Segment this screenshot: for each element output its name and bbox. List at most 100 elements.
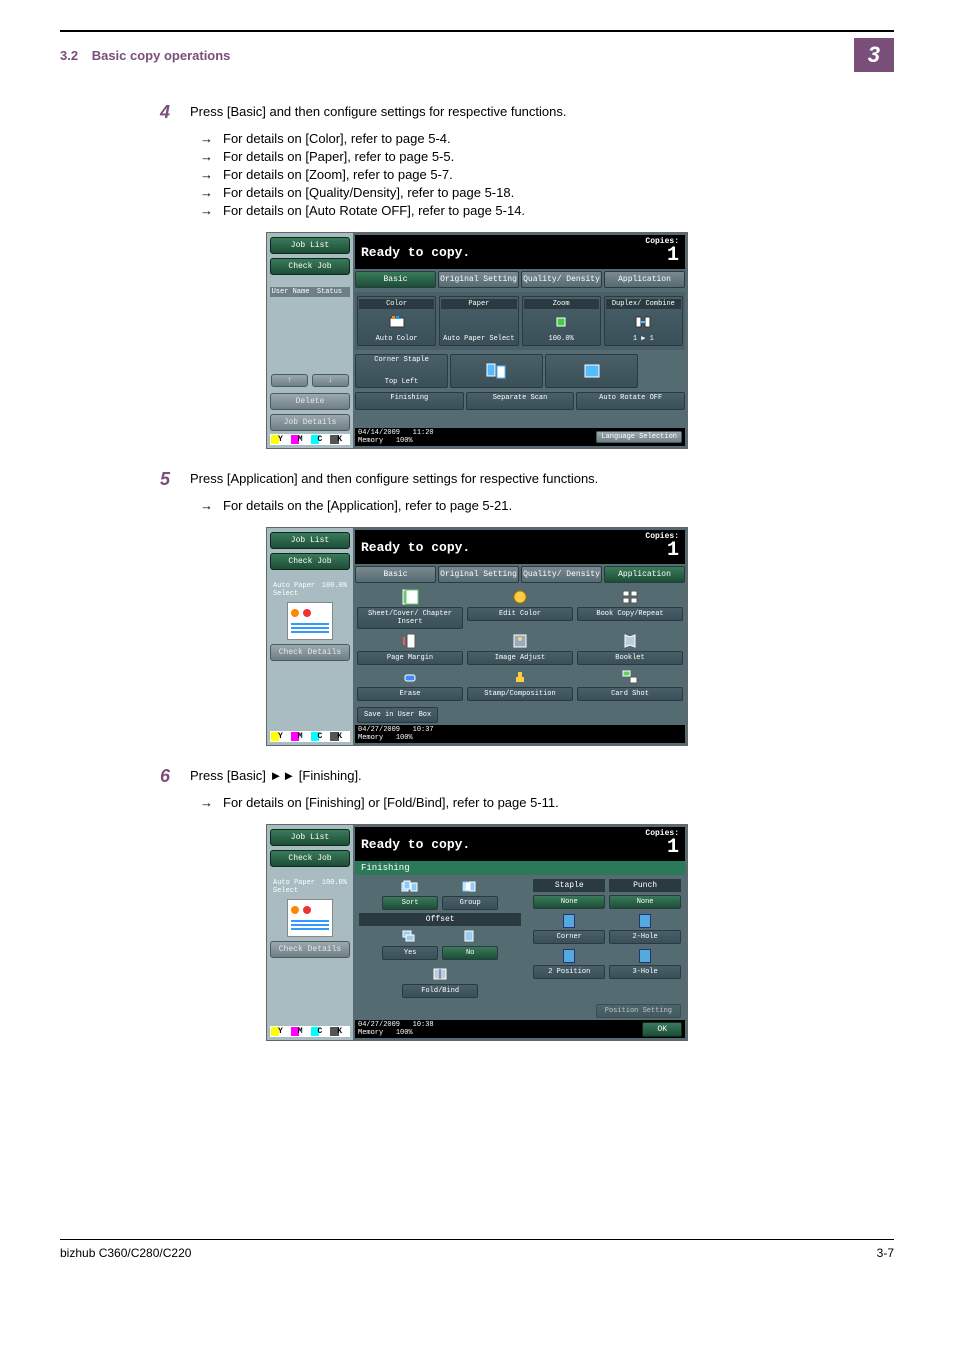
section-title: Basic copy operations xyxy=(92,48,231,63)
staple-header: Staple xyxy=(533,879,605,892)
check-details-button[interactable]: Check Details xyxy=(270,644,350,661)
auto-rotate-button[interactable]: Auto Rotate OFF xyxy=(576,392,685,410)
check-details-button[interactable]: Check Details xyxy=(270,941,350,958)
staple-corner-icon xyxy=(563,914,575,928)
separate-scan-button[interactable]: Separate Scan xyxy=(466,392,575,410)
tab-application[interactable]: Application xyxy=(604,271,685,288)
corner-staple-card[interactable]: Corner Staple Top Left xyxy=(355,354,448,388)
punch-3hole-button[interactable]: 3-Hole xyxy=(609,965,681,979)
punch-header: Punch xyxy=(609,879,681,892)
scroll-up-button[interactable]: ↑ xyxy=(271,374,308,387)
tab-basic[interactable]: Basic xyxy=(355,566,436,583)
save-in-user-box-button[interactable]: Save in User Box xyxy=(357,707,438,723)
toner-y: Y xyxy=(278,435,283,444)
sheet-cover-button[interactable]: Sheet/Cover/ Chapter Insert xyxy=(357,589,463,629)
footer-page: 3-7 xyxy=(877,1246,894,1260)
status-date: 04/27/2009 xyxy=(358,1021,400,1029)
check-job-button[interactable]: Check Job xyxy=(270,258,350,275)
erase-button[interactable]: Erase xyxy=(357,669,463,701)
erase-label: Erase xyxy=(357,687,463,701)
check-job-button[interactable]: Check Job xyxy=(270,850,350,867)
position-setting-button[interactable]: Position Setting xyxy=(596,1004,681,1018)
corner-staple-top: Corner Staple xyxy=(374,356,429,364)
margin-icon xyxy=(401,633,419,649)
toner-levels: Y M C K xyxy=(270,731,350,742)
sheet-label: Sheet/Cover/ Chapter Insert xyxy=(357,607,463,629)
color-card[interactable]: Color Auto Color xyxy=(357,296,436,346)
margin-label: Page Margin xyxy=(357,651,463,665)
tab-basic[interactable]: Basic xyxy=(355,271,436,288)
sort-icon xyxy=(401,879,419,893)
duplex-card[interactable]: Duplex/ Combine 1 ▶ 1 xyxy=(604,296,683,346)
tab-original-setting[interactable]: Original Setting xyxy=(438,271,519,288)
booklet-button[interactable]: Booklet xyxy=(577,633,683,665)
mini-doc-icon xyxy=(287,899,333,937)
copies-count: 1 xyxy=(645,838,679,858)
punch-none-button[interactable]: None xyxy=(609,895,681,909)
status-time: 10:37 xyxy=(413,726,434,734)
section-number: 3.2 xyxy=(60,48,78,63)
status-memory: Memory xyxy=(358,437,383,445)
status-date: 04/27/2009 xyxy=(358,726,400,734)
toner-k: K xyxy=(337,1027,342,1036)
user-name-label: User Name xyxy=(271,288,310,296)
stamp-button[interactable]: Stamp/Composition xyxy=(467,669,573,701)
image-adjust-button[interactable]: Image Adjust xyxy=(467,633,573,665)
arrow-icon: → xyxy=(200,149,213,164)
arrow-icon: → xyxy=(200,167,213,182)
step-5-bullets: →For details on the [Application], refer… xyxy=(200,498,894,513)
card-shot-button[interactable]: Card Shot xyxy=(577,669,683,701)
punch-2hole-button[interactable]: 2-Hole xyxy=(609,930,681,944)
fold-bind-button[interactable]: Fold/Bind xyxy=(402,984,478,998)
job-list-button[interactable]: Job List xyxy=(270,532,350,549)
staple-corner-button[interactable]: Corner xyxy=(533,930,605,944)
auto-paper-info: Auto Paper Select 100.0% xyxy=(271,879,349,895)
scroll-down-button[interactable]: ↓ xyxy=(312,374,349,387)
book-copy-button[interactable]: Book Copy/Repeat xyxy=(577,589,683,629)
card-shot-label: Card Shot xyxy=(577,687,683,701)
delete-button[interactable]: Delete xyxy=(270,393,350,410)
page-margin-button[interactable]: Page Margin xyxy=(357,633,463,665)
offset-yes-icon xyxy=(401,929,419,943)
tab-quality-density[interactable]: Quality/ Density xyxy=(521,271,602,288)
toner-c: C xyxy=(317,435,322,444)
offset-no-button[interactable]: No xyxy=(442,946,498,960)
page-header: 3.2 Basic copy operations 3 xyxy=(60,30,894,72)
sort-button[interactable]: Sort xyxy=(382,896,438,910)
toner-y: Y xyxy=(278,1027,283,1036)
group-button[interactable]: Group xyxy=(442,896,498,910)
toner-y: Y xyxy=(278,732,283,741)
job-list-button[interactable]: Job List xyxy=(270,829,350,846)
color-icon xyxy=(389,315,405,329)
corner-staple-bot: Top Left xyxy=(385,378,419,386)
tab-original-setting[interactable]: Original Setting xyxy=(438,566,519,583)
auto-paper-info: Auto Paper Select 100.0% xyxy=(271,582,349,598)
image-adjust-label: Image Adjust xyxy=(467,651,573,665)
status-pct: 100% xyxy=(396,1029,413,1037)
status-time: 10:38 xyxy=(413,1021,434,1029)
toner-c: C xyxy=(317,1027,322,1036)
offset-yes-button[interactable]: Yes xyxy=(382,946,438,960)
edit-color-label: Edit Color xyxy=(467,607,573,621)
tab-application[interactable]: Application xyxy=(604,566,685,583)
check-job-button[interactable]: Check Job xyxy=(270,553,350,570)
ready-label: Ready to copy. xyxy=(361,540,470,555)
mini-doc-icon xyxy=(287,602,333,640)
arrow-icon: → xyxy=(200,131,213,146)
toner-c: C xyxy=(317,732,322,741)
status-label: Status xyxy=(310,288,349,296)
staple-none-button[interactable]: None xyxy=(533,895,605,909)
tab-quality-density[interactable]: Quality/ Density xyxy=(521,566,602,583)
staple-2pos-button[interactable]: 2 Position xyxy=(533,965,605,979)
zoom-card[interactable]: Zoom 100.0% xyxy=(522,296,601,346)
job-list-button[interactable]: Job List xyxy=(270,237,350,254)
paper-card[interactable]: Paper Auto Paper Select xyxy=(439,296,518,346)
edit-color-button[interactable]: Edit Color xyxy=(467,589,573,629)
finishing-button[interactable]: Finishing xyxy=(355,392,464,410)
toner-k: K xyxy=(337,732,342,741)
staple-preview xyxy=(450,354,543,388)
ok-button[interactable]: OK xyxy=(642,1022,682,1037)
arrow-icon: → xyxy=(200,795,213,810)
job-details-button[interactable]: Job Details xyxy=(270,414,350,431)
language-selection-button[interactable]: Language Selection xyxy=(596,431,682,443)
